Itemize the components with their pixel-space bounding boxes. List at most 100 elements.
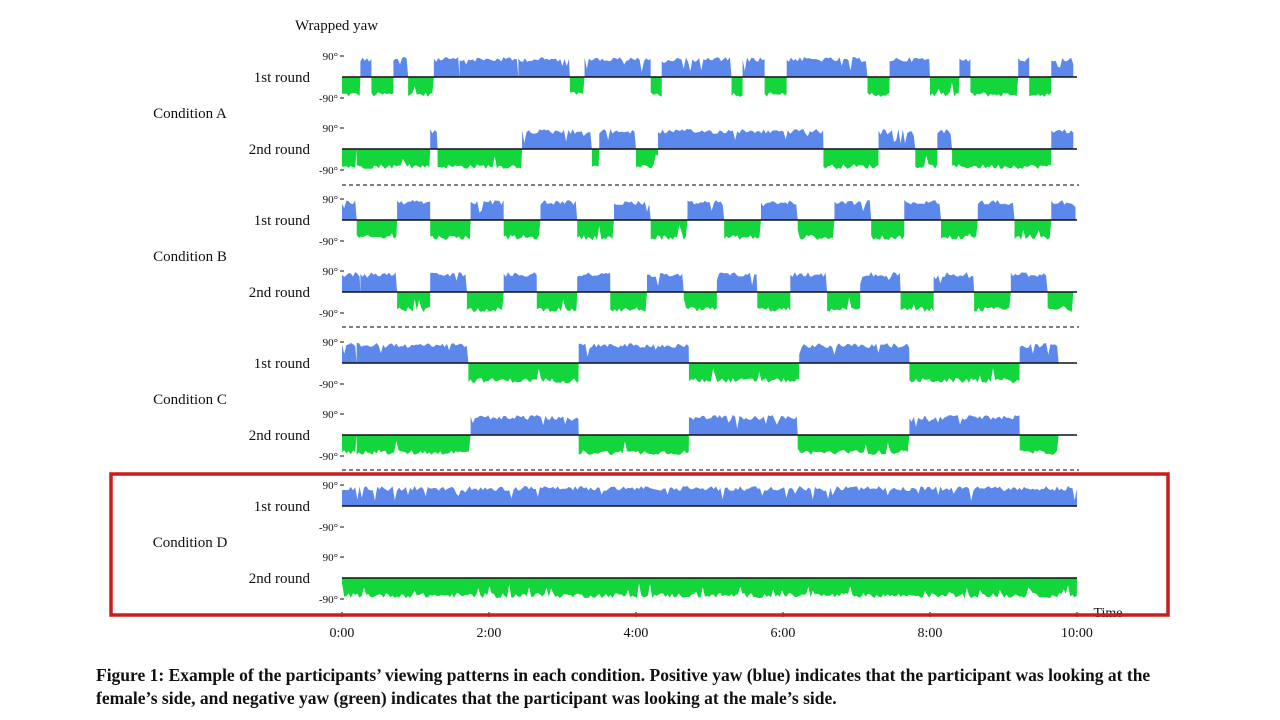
y-tick-label: 90° (323, 123, 338, 135)
negative-yaw-area (731, 77, 743, 97)
y-tick-label: -90° (319, 93, 338, 105)
x-tick-label: 2:00 (477, 626, 502, 641)
positive-yaw-area (342, 200, 357, 220)
round-label: 1st round (254, 356, 311, 372)
negative-yaw-area (503, 220, 541, 240)
positive-yaw-area (342, 272, 361, 292)
negative-yaw-area (342, 77, 361, 97)
negative-yaw-area (408, 77, 434, 97)
negative-yaw-area (371, 77, 394, 97)
y-tick-label: 90° (323, 480, 338, 492)
positive-yaw-area (540, 200, 578, 220)
y-tick-label: -90° (319, 236, 338, 248)
negative-yaw-area (952, 149, 1052, 169)
positive-yaw-area (661, 57, 732, 77)
positive-yaw-area (360, 57, 372, 77)
negative-yaw-area (797, 220, 835, 240)
positive-yaw-area (470, 200, 504, 220)
negative-yaw-area (941, 220, 978, 240)
negative-yaw-area (342, 149, 357, 168)
positive-yaw-area (577, 272, 611, 292)
negative-yaw-area (437, 149, 523, 169)
positive-yaw-area (790, 272, 828, 292)
positive-yaw-area (430, 272, 467, 292)
negative-yaw-area (356, 220, 398, 239)
negative-yaw-area (397, 292, 431, 312)
positive-yaw-area (522, 129, 592, 149)
positive-yaw-area (959, 58, 971, 77)
positive-yaw-area (503, 272, 537, 292)
round-label: 1st round (254, 499, 311, 515)
negative-yaw-area (1014, 220, 1052, 240)
y-axis-title: Wrapped yaw (295, 18, 378, 34)
negative-yaw-area (974, 292, 1011, 312)
positive-yaw-area (397, 200, 431, 220)
y-tick-label: -90° (319, 451, 338, 463)
y-tick-label: 90° (323, 194, 338, 206)
positive-yaw-area (760, 200, 798, 220)
positive-yaw-area (360, 272, 398, 292)
negative-yaw-area (915, 149, 938, 169)
positive-yaw-area (342, 486, 1077, 506)
y-tick-label: 90° (323, 409, 338, 421)
positive-yaw-area (1018, 57, 1030, 77)
positive-yaw-area (1051, 200, 1076, 220)
negative-yaw-area (468, 363, 579, 383)
positive-yaw-area (933, 272, 975, 292)
positive-yaw-area (342, 343, 357, 363)
positive-yaw-area (878, 129, 916, 149)
condition-label: Condition D (153, 535, 228, 551)
negative-yaw-area (342, 435, 357, 455)
negative-yaw-area (823, 149, 879, 169)
y-tick-label: 90° (323, 51, 338, 63)
positive-yaw-area (937, 129, 953, 149)
x-tick-label: 10:00 (1061, 626, 1093, 641)
negative-yaw-area (827, 292, 861, 312)
y-tick-label: 90° (323, 337, 338, 349)
negative-yaw-area (797, 435, 910, 455)
positive-yaw-area (459, 57, 519, 77)
y-tick-label: -90° (319, 165, 338, 177)
positive-yaw-area (687, 200, 725, 220)
positive-yaw-area (834, 200, 872, 220)
round-label: 1st round (254, 213, 311, 229)
positive-yaw-area (742, 57, 765, 77)
positive-yaw-area (613, 200, 651, 220)
round-label: 2nd round (249, 571, 311, 587)
negative-yaw-area (342, 578, 1077, 598)
round-label: 2nd round (249, 428, 311, 444)
positive-yaw-area (1019, 343, 1059, 363)
positive-yaw-area (904, 200, 942, 220)
positive-yaw-area (977, 200, 1015, 220)
highlight-box (109, 472, 1170, 617)
positive-yaw-area (909, 415, 1020, 435)
y-tick-label: -90° (319, 379, 338, 391)
negative-yaw-area (909, 363, 1020, 383)
negative-yaw-area (871, 220, 905, 240)
x-tick-label: 8:00 (918, 626, 943, 641)
positive-yaw-area (393, 57, 409, 77)
negative-yaw-area (1029, 77, 1052, 97)
negative-yaw-area (1047, 292, 1074, 312)
round-label: 2nd round (249, 142, 311, 158)
positive-yaw-area (1010, 272, 1048, 292)
positive-yaw-area (470, 415, 579, 435)
negative-yaw-area (650, 77, 662, 97)
negative-yaw-area (688, 363, 800, 383)
negative-yaw-area (356, 149, 431, 169)
positive-yaw-area (430, 129, 438, 149)
negative-yaw-area (1019, 435, 1059, 455)
positive-yaw-area (647, 273, 684, 292)
condition-label: Condition A (153, 106, 227, 122)
positive-yaw-area (599, 129, 636, 149)
x-tick-label: 4:00 (624, 626, 649, 641)
negative-yaw-area (970, 77, 1019, 97)
negative-yaw-area (724, 220, 761, 240)
negative-yaw-area (536, 292, 578, 312)
y-tick-label: 90° (323, 266, 338, 278)
positive-yaw-area (860, 272, 901, 292)
positive-yaw-area (786, 57, 868, 77)
positive-yaw-area (433, 57, 460, 77)
negative-yaw-area (578, 435, 689, 455)
y-tick-label: -90° (319, 522, 338, 534)
